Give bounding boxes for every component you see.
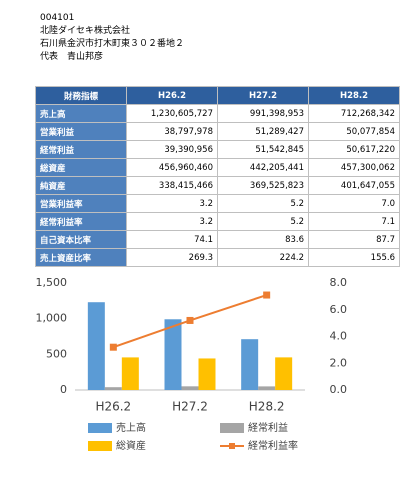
cell: 401,647,055 [308,176,400,195]
bar [275,357,293,390]
cell: 自己資本比率 [35,230,127,249]
cell: 50,617,220 [308,140,400,159]
bar [164,319,182,390]
cell: 51,542,845 [217,140,309,159]
table: 財務指標 H26.2 H27.2 H28.2 売上高 1,230,605,727 991,3… [35,86,400,267]
cell: 442,205,441 [217,158,309,177]
cell: 38,797,978 [126,122,218,141]
cell: 5.2 [217,212,309,231]
table-row: 自己資本比率 74.1 83.6 87.7 [35,230,400,249]
y-tick-label: 1,000 [36,312,68,325]
cell: 712,268,342 [308,104,400,123]
bar [87,302,105,390]
cell: 総資産 [35,158,127,177]
y2-tick-label: 6.0 [330,303,348,316]
company: 北陸ダイセキ株式会社 [40,26,131,36]
header-cell: H28.2 [308,86,400,105]
legend-label: 売上高 [116,421,146,434]
table-row: 売上資産比率 269.3 224.2 155.6 [35,248,400,267]
x-tick-label: H28.2 [249,400,285,414]
header: 004101 北陸ダイセキ株式会社 石川県金沢市打木町東３０２番地２ 代表 青山… [40,12,184,64]
y2-tick-label: 4.0 [330,330,348,343]
rep-label: 代表 [40,52,59,62]
cell: 457,300,062 [308,158,400,177]
rep-name: 青山邦彦 [67,52,104,62]
y2-tick-label: 0.0 [330,383,348,396]
table-row: 経常利益率 3.2 5.2 7.1 [35,212,400,231]
cell: 営業利益率 [35,194,127,213]
header-cell: 財務指標 [35,86,127,105]
cell: 7.1 [308,212,400,231]
address: 石川県金沢市打木町東３０２番地２ [40,39,185,49]
line-marker [186,316,194,324]
chart: 0 500 1,000 1,500 0.0 2.0 4.0 6.0 8.0 H26.2 H27.2 H… [36,276,348,452]
x-tick-label: H27.2 [172,400,208,414]
table-row: 総資産 456,960,460 442,205,441 457,300,062 [35,158,400,177]
legend-label: 経常利益 [248,421,288,434]
line-marker [109,343,117,351]
cell: 456,960,460 [126,158,218,177]
legend-marker [229,443,235,449]
cell: 39,390,956 [126,140,218,159]
bar [258,386,276,390]
cell: 50,077,854 [308,122,400,141]
cell: 経常利益率 [35,212,127,231]
y-tick-label: 500 [46,347,67,360]
cell: 1,230,605,727 [126,104,218,123]
x-tick-label: H26.2 [95,400,131,414]
cell: 純資産 [35,176,127,195]
y2-tick-label: 2.0 [330,356,348,369]
cell: 155.6 [308,248,400,267]
cell: 87.7 [308,230,400,249]
cell: 経常利益 [35,140,127,159]
legend-label: 経常利益率 [248,439,298,452]
cell: 83.6 [217,230,309,249]
cell: 売上高 [35,104,127,123]
header-cell: H26.2 [126,86,218,105]
cell: 3.2 [126,194,218,213]
cell: 991,398,953 [217,104,309,123]
code: 004101 [40,13,75,23]
table-row: 売上高 1,230,605,727 991,398,953 712,268,342 [35,104,400,123]
legend-swatch [88,441,112,451]
cell: 5.2 [217,194,309,213]
cell: 51,289,427 [217,122,309,141]
header-cell: H27.2 [217,86,309,105]
bar [104,387,122,390]
table-row: 財務指標 H26.2 H27.2 H28.2 [35,86,400,105]
bar [181,386,199,390]
representative-line: 代表 青山邦彦 [40,51,184,64]
y-tick-label: 0 [60,383,67,396]
cell: 369,525,823 [217,176,309,195]
cell: 売上資産比率 [35,248,127,267]
bar [198,358,216,390]
cell: 269.3 [126,248,218,267]
y2-tick-label: 8.0 [330,276,348,289]
cell: 74.1 [126,230,218,249]
legend-swatch [88,423,112,433]
cell: 338,415,466 [126,176,218,195]
cell: 営業利益 [35,122,127,141]
cell: 224.2 [217,248,309,267]
line-marker [263,291,271,299]
cell: 7.0 [308,194,400,213]
table-row: 営業利益率 3.2 5.2 7.0 [35,194,400,213]
bar [241,339,259,390]
bar [121,357,139,390]
legend-swatch [220,423,244,433]
cell: 3.2 [126,212,218,231]
legend-label: 総資産 [116,439,146,452]
table-row: 営業利益 38,797,978 51,289,427 50,077,854 [35,122,400,141]
table-row: 純資産 338,415,466 369,525,823 401,647,055 [35,176,400,195]
table-row: 経常利益 39,390,956 51,542,845 50,617,220 [35,140,400,159]
y-tick-label: 1,500 [36,276,68,289]
